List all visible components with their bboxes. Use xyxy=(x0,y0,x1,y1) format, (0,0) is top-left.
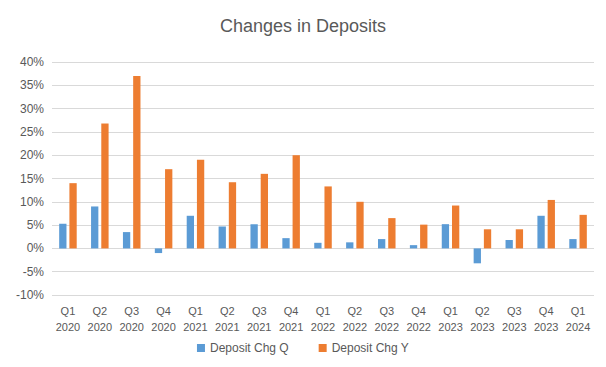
svg-text:Q4: Q4 xyxy=(156,305,171,317)
svg-text:2023: 2023 xyxy=(438,321,462,333)
svg-text:Q4: Q4 xyxy=(539,305,554,317)
svg-text:-10%: -10% xyxy=(16,288,44,302)
svg-text:2020: 2020 xyxy=(88,321,112,333)
svg-text:Q1: Q1 xyxy=(188,305,203,317)
svg-text:Q1: Q1 xyxy=(61,305,76,317)
svg-text:Q4: Q4 xyxy=(411,305,426,317)
svg-text:Q2: Q2 xyxy=(220,305,235,317)
svg-text:-5%: -5% xyxy=(23,265,45,279)
svg-text:Deposit Chg Y: Deposit Chg Y xyxy=(332,341,409,355)
svg-text:2024: 2024 xyxy=(566,321,590,333)
svg-text:2020: 2020 xyxy=(151,321,175,333)
svg-text:Q2: Q2 xyxy=(348,305,363,317)
svg-text:Q2: Q2 xyxy=(92,305,107,317)
svg-text:2020: 2020 xyxy=(119,321,143,333)
svg-text:Q1: Q1 xyxy=(443,305,458,317)
svg-text:Q4: Q4 xyxy=(284,305,299,317)
svg-text:2022: 2022 xyxy=(311,321,335,333)
svg-text:20%: 20% xyxy=(20,148,44,162)
svg-text:0%: 0% xyxy=(27,241,45,255)
svg-text:2023: 2023 xyxy=(502,321,526,333)
svg-text:Q3: Q3 xyxy=(507,305,522,317)
svg-text:40%: 40% xyxy=(20,55,44,69)
svg-text:Deposit Chg Q: Deposit Chg Q xyxy=(210,341,289,355)
svg-text:2021: 2021 xyxy=(183,321,207,333)
svg-text:Q3: Q3 xyxy=(379,305,394,317)
svg-text:2020: 2020 xyxy=(56,321,80,333)
svg-text:15%: 15% xyxy=(20,172,44,186)
svg-text:2022: 2022 xyxy=(406,321,430,333)
svg-text:Changes in Deposits: Changes in Deposits xyxy=(220,16,386,36)
svg-text:Q1: Q1 xyxy=(571,305,586,317)
svg-text:2023: 2023 xyxy=(470,321,494,333)
svg-text:30%: 30% xyxy=(20,102,44,116)
svg-text:2022: 2022 xyxy=(343,321,367,333)
svg-text:2021: 2021 xyxy=(215,321,239,333)
svg-text:Q2: Q2 xyxy=(475,305,490,317)
svg-text:2022: 2022 xyxy=(375,321,399,333)
svg-text:2021: 2021 xyxy=(279,321,303,333)
svg-text:35%: 35% xyxy=(20,78,44,92)
svg-text:25%: 25% xyxy=(20,125,44,139)
svg-text:2023: 2023 xyxy=(534,321,558,333)
svg-text:10%: 10% xyxy=(20,195,44,209)
svg-text:5%: 5% xyxy=(27,218,45,232)
svg-text:2021: 2021 xyxy=(247,321,271,333)
svg-text:Q3: Q3 xyxy=(124,305,139,317)
svg-text:Q3: Q3 xyxy=(252,305,267,317)
svg-text:Q1: Q1 xyxy=(316,305,331,317)
